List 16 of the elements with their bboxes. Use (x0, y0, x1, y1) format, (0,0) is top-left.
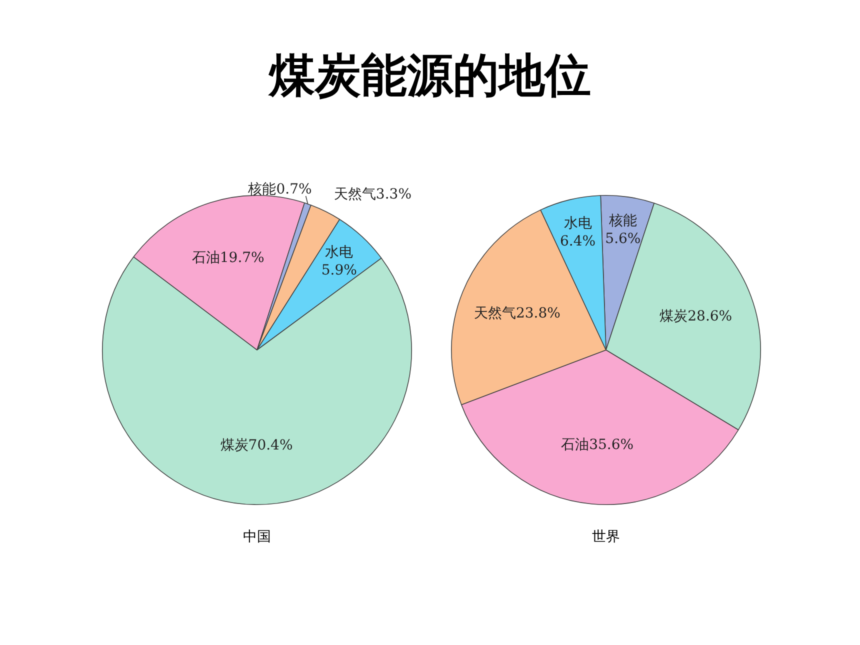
data-label: 5.6% (605, 231, 641, 248)
data-label: 6.4% (560, 233, 596, 250)
slice-label: 核能 (608, 213, 637, 230)
slice-label: 水电 (564, 215, 592, 232)
chart-title: 煤炭能源的地位 (267, 47, 592, 104)
slice-label: 水电 (325, 244, 354, 260)
text: 中国 (242, 528, 272, 546)
slice-label: 石油35.6% (561, 437, 634, 454)
slice-label: 煤炭28.6% (660, 308, 732, 324)
slice-label: 核能0.7% (247, 182, 312, 198)
text: 世界 (591, 528, 621, 546)
slice-label: 天然气3.3% (334, 186, 412, 203)
data-label: 5.9% (321, 262, 357, 278)
slice-label: 天然气23.8% (474, 306, 560, 322)
slice-label: 石油19.7% (192, 250, 264, 266)
slice-label: 煤炭70.4% (220, 437, 293, 454)
